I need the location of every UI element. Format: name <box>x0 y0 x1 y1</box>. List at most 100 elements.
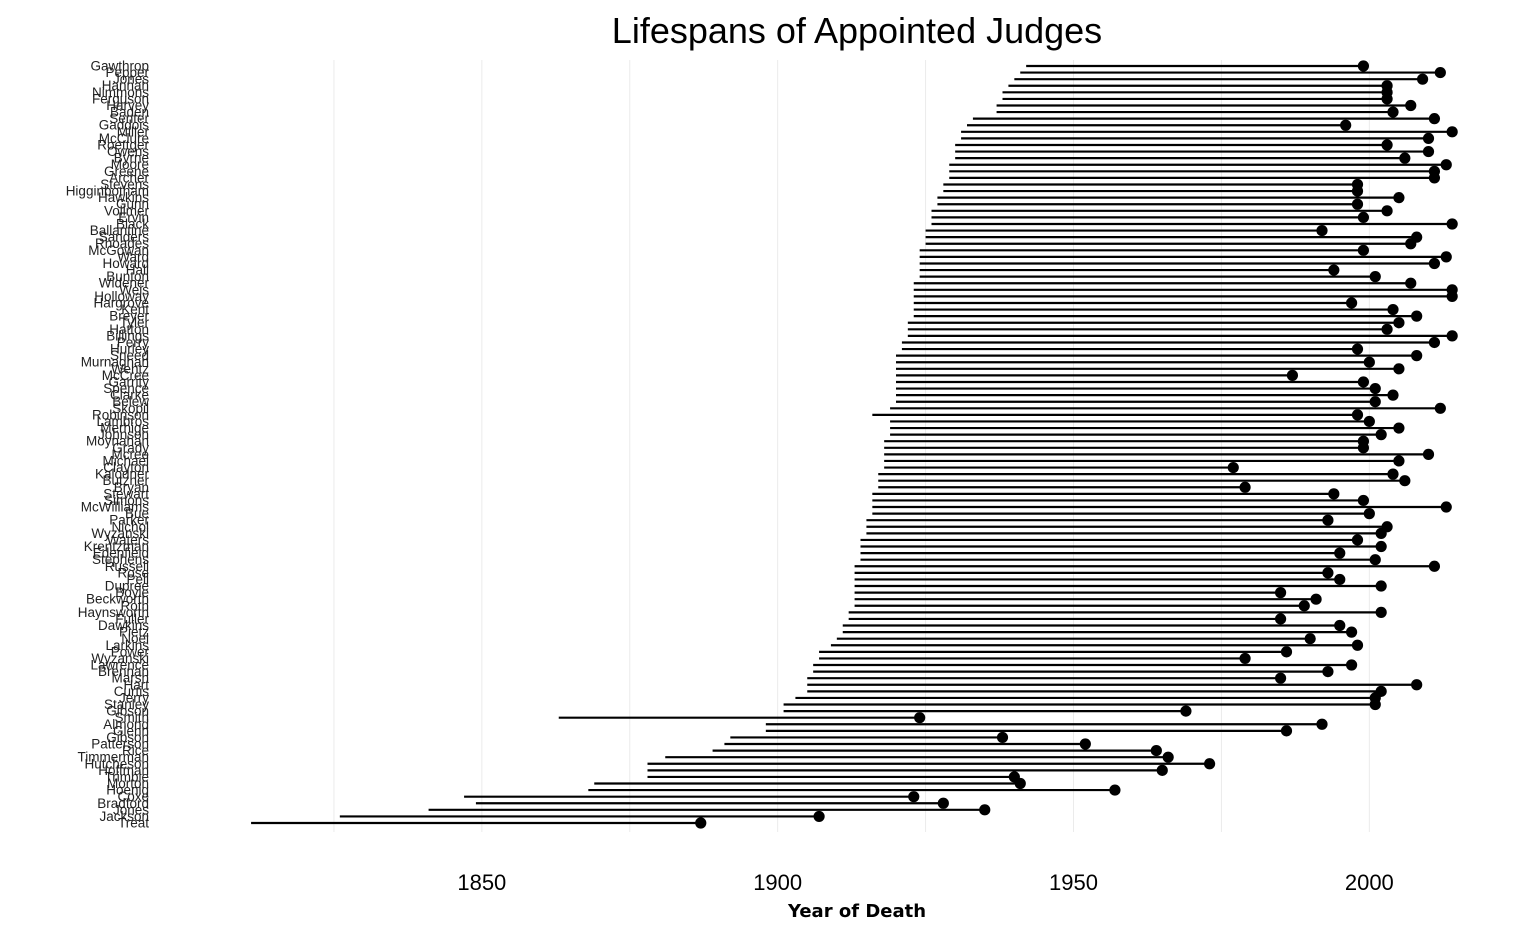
death-point <box>1387 468 1399 480</box>
death-point <box>1322 567 1334 579</box>
death-point <box>1351 409 1364 421</box>
judge-name-label: Michael <box>102 453 149 468</box>
judge-name-label: Beckworth <box>86 592 149 607</box>
judge-name-label: Ervin <box>118 210 149 225</box>
death-point <box>1387 303 1399 316</box>
judge-name-label: Perry <box>117 335 150 350</box>
judge-name-label: Gawthrop <box>90 59 149 74</box>
judge-name-label: Hatton <box>109 322 149 337</box>
death-point <box>1387 106 1399 118</box>
death-point <box>1156 764 1168 776</box>
death-point <box>1393 455 1405 467</box>
death-point <box>1422 448 1435 460</box>
judge-name-label: Wyzanski <box>91 526 149 541</box>
death-point <box>1345 659 1358 671</box>
judge-name-label: Pepper <box>105 65 149 80</box>
death-point <box>1274 613 1287 625</box>
death-point <box>1357 442 1370 454</box>
judge-name-label: Hannah <box>102 78 149 93</box>
judge-name-label: Clayton <box>103 460 149 475</box>
death-point <box>1304 633 1316 645</box>
death-point <box>1405 238 1417 250</box>
judge-name-label: Stephens <box>92 552 149 567</box>
death-point <box>1446 290 1458 302</box>
death-point <box>1411 350 1423 362</box>
judge-name-label: Curtis <box>114 684 150 699</box>
judge-name-label: Widener <box>99 276 150 291</box>
judge-name-label: Robinson <box>92 407 149 422</box>
judge-name-label: Ballantine <box>90 223 149 238</box>
judge-name-label: Fuller <box>115 611 149 626</box>
death-point <box>1393 422 1405 434</box>
judge-name-label: McCree <box>102 368 149 383</box>
judge-name-label: Butzner <box>102 473 149 488</box>
death-point <box>1399 152 1411 164</box>
death-point <box>1387 389 1399 401</box>
judge-name-label: Lambros <box>96 414 149 429</box>
death-point <box>1227 461 1239 474</box>
x-axis-label: Year of Death <box>787 901 926 922</box>
judge-name-label: Sanders <box>99 230 150 245</box>
death-point <box>937 797 949 809</box>
death-point <box>1079 738 1091 750</box>
judge-name-label: Sneed <box>110 348 149 363</box>
death-point <box>1405 277 1417 289</box>
judge-name-label: Noel <box>121 631 149 646</box>
death-point <box>1416 73 1429 85</box>
judge-name-label: Hart <box>123 677 149 692</box>
death-point <box>1411 679 1423 691</box>
judge-name-label: Smith <box>114 710 149 725</box>
judge-name-label: Gibson <box>106 730 149 745</box>
judge-name-label: Haynsworth <box>78 605 149 620</box>
judge-name-label: Bryan <box>114 480 149 495</box>
death-point <box>1411 310 1423 322</box>
judge-name-label: Spence <box>103 381 149 396</box>
death-point <box>979 804 991 816</box>
judge-name-label: Ferguson <box>92 91 149 106</box>
judge-name-label: Grady <box>112 440 149 455</box>
death-point <box>1180 705 1192 717</box>
judge-name-label: Baden <box>110 105 149 120</box>
death-point <box>1446 126 1458 138</box>
judge-name-label: Rice <box>122 743 149 758</box>
judge-name-label: Black <box>116 216 149 231</box>
judge-name-label: Wyzanski <box>91 651 149 666</box>
death-point <box>1381 93 1393 105</box>
death-point <box>1399 475 1411 487</box>
judge-name-labels: GawthropPepperJonesHannahNimmonsFerguson… <box>66 59 150 831</box>
judge-name-label: Pietz <box>119 625 149 640</box>
death-point <box>1363 508 1375 520</box>
judge-name-label: Russell <box>105 559 149 574</box>
judge-name-label: Ward <box>117 249 149 264</box>
judge-name-label: Greene <box>104 164 149 179</box>
judge-name-label: Dupree <box>105 579 149 594</box>
judge-name-label: Billings <box>106 328 149 343</box>
death-point <box>1393 363 1405 375</box>
death-point <box>1351 198 1364 210</box>
death-point <box>1446 218 1458 230</box>
judge-name-label: Tyler <box>120 315 150 330</box>
judge-name-label: Waters <box>107 532 150 547</box>
death-point <box>1369 554 1381 566</box>
judge-name-label: Johnson <box>98 427 149 442</box>
judge-name-label: Stevens <box>100 177 149 192</box>
death-point <box>1351 343 1364 355</box>
judge-name-label: Jerry <box>119 690 149 705</box>
death-point <box>1334 619 1346 632</box>
judge-name-label: Roettger <box>97 137 149 152</box>
judge-name-label: Hutcheson <box>84 756 149 771</box>
death-point <box>1375 606 1387 618</box>
death-point <box>1345 626 1358 638</box>
death-point <box>1369 396 1381 408</box>
judge-name-label: Treat <box>118 816 149 831</box>
judge-name-label: Howard <box>102 256 149 271</box>
death-point <box>1393 192 1405 204</box>
death-point <box>1286 369 1299 381</box>
death-point <box>1298 600 1310 612</box>
judge-name-label: Hoffman <box>98 763 149 778</box>
death-point <box>1340 119 1352 131</box>
judge-name-label: Brennan <box>98 664 149 679</box>
death-point <box>1428 113 1441 125</box>
judge-name-label: Hargrove <box>93 295 149 310</box>
